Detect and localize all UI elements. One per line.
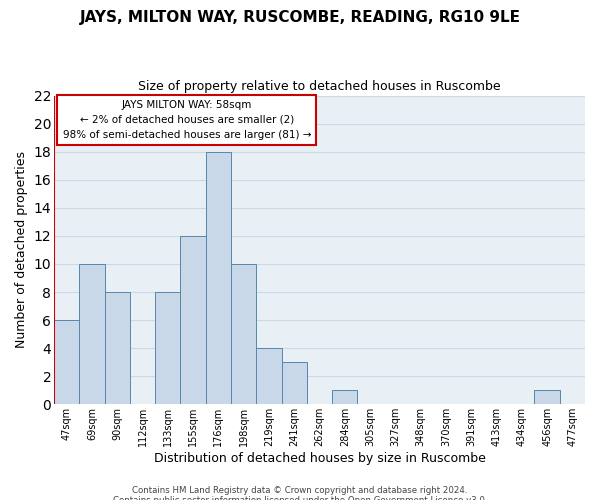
- Bar: [332, 390, 358, 404]
- Bar: [281, 362, 307, 405]
- Text: Contains public sector information licensed under the Open Government Licence v3: Contains public sector information licen…: [113, 496, 487, 500]
- Text: JAYS, MILTON WAY, RUSCOMBE, READING, RG10 9LE: JAYS, MILTON WAY, RUSCOMBE, READING, RG1…: [79, 10, 521, 25]
- Text: JAYS MILTON WAY: 58sqm
← 2% of detached houses are smaller (2)
98% of semi-detac: JAYS MILTON WAY: 58sqm ← 2% of detached …: [62, 100, 311, 140]
- X-axis label: Distribution of detached houses by size in Ruscombe: Distribution of detached houses by size …: [154, 452, 485, 465]
- Bar: [155, 292, 181, 405]
- Bar: [79, 264, 104, 404]
- Bar: [206, 152, 231, 404]
- Bar: [231, 264, 256, 404]
- Bar: [181, 236, 206, 404]
- Bar: [104, 292, 130, 405]
- Bar: [535, 390, 560, 404]
- Bar: [54, 320, 79, 404]
- Title: Size of property relative to detached houses in Ruscombe: Size of property relative to detached ho…: [138, 80, 501, 93]
- Text: Contains HM Land Registry data © Crown copyright and database right 2024.: Contains HM Land Registry data © Crown c…: [132, 486, 468, 495]
- Bar: [256, 348, 281, 405]
- Y-axis label: Number of detached properties: Number of detached properties: [15, 152, 28, 348]
